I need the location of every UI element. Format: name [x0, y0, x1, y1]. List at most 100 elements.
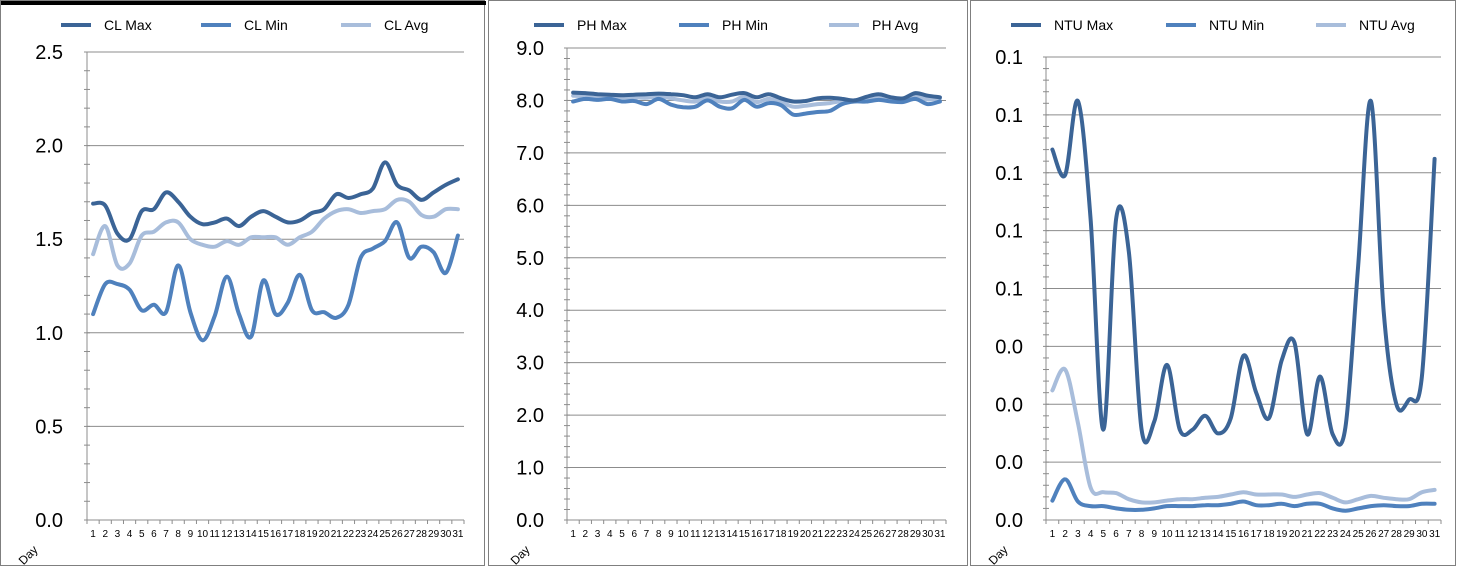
x-tick-label: 13	[233, 529, 245, 540]
x-tick-label: 30	[922, 529, 934, 540]
x-axis-title: Day	[508, 543, 533, 567]
series-line-ph-avg	[571, 93, 942, 109]
x-tick-label: 31	[934, 529, 946, 540]
series-line-cl-min	[91, 220, 460, 343]
x-axis-title: Day	[16, 543, 41, 567]
y-tick-label: 0.0	[995, 510, 1023, 532]
x-tick-label: 7	[1126, 529, 1132, 540]
x-tick-label: 25	[1353, 529, 1365, 540]
x-tick-label: 4	[607, 529, 613, 540]
x-tick-label: 26	[392, 529, 404, 540]
y-tick-label: 0.0	[995, 452, 1023, 474]
y-tick-label: 2.5	[35, 42, 63, 64]
y-tick-label: 7.0	[516, 143, 544, 165]
x-tick-label: 1	[90, 529, 96, 540]
x-tick-label: 12	[221, 529, 233, 540]
y-tick-label: 0.0	[35, 510, 63, 532]
x-tick-label: 9	[188, 529, 194, 540]
x-tick-label: 18	[294, 529, 306, 540]
x-tick-label: 5	[619, 529, 625, 540]
x-tick-label: 24	[849, 529, 861, 540]
x-tick-label: 17	[1251, 529, 1263, 540]
x-tick-label: 12	[1187, 529, 1199, 540]
x-tick-label: 15	[1225, 529, 1237, 540]
y-tick-label: 9.0	[516, 38, 544, 60]
x-tick-label: 7	[644, 529, 650, 540]
series-line-ph-min	[571, 96, 942, 118]
x-tick-label: 12	[702, 529, 714, 540]
x-tick-label: 7	[163, 529, 169, 540]
x-tick-label: 23	[837, 529, 849, 540]
x-tick-label: 5	[1101, 529, 1107, 540]
series-line-cl-avg	[91, 197, 460, 271]
x-tick-label: 18	[1263, 529, 1275, 540]
x-tick-label: 27	[404, 529, 416, 540]
x-tick-label: 20	[1289, 529, 1301, 540]
x-tick-label: 20	[800, 529, 812, 540]
x-tick-label: 18	[775, 529, 787, 540]
y-tick-label: 1.0	[516, 458, 544, 480]
series-line-ph-max	[571, 90, 942, 104]
x-tick-label: 16	[270, 529, 282, 540]
x-tick-label: 11	[209, 529, 220, 540]
legend-label: CL Min	[244, 17, 288, 33]
x-tick-label: 30	[440, 529, 452, 540]
series-line-ntu-min	[1050, 477, 1437, 513]
x-tick-label: 6	[151, 529, 157, 540]
x-tick-label: 20	[319, 529, 331, 540]
y-tick-label: 4.0	[516, 300, 544, 322]
cl-chart-svg: 0.00.51.01.52.02.51 2 3 4 5 6 7 8 9 10 11 12 13 14 15 1…	[16, 17, 465, 567]
y-tick-label: 6.0	[516, 195, 544, 217]
ph-chart-panel: 0.0 1.0 2.0 3.0 4.0 5.0 6.0 7.0 8.0 9.0 1 2 3 4 5 6 7 8 9 1…	[488, 0, 968, 567]
x-tick-label: 13	[714, 529, 726, 540]
x-tick-label: 1	[570, 529, 576, 540]
x-tick-label: 22	[1314, 529, 1326, 540]
x-tick-label: 11	[1175, 529, 1186, 540]
legend-label: NTU Avg	[1359, 17, 1415, 33]
x-tick-label: 2	[583, 529, 589, 540]
y-tick-label: 0.1	[995, 221, 1023, 243]
y-tick-label: 1.5	[35, 229, 63, 251]
x-tick-label: 16	[751, 529, 763, 540]
x-tick-label: 29	[428, 529, 440, 540]
y-tick-label: 0.0	[516, 510, 544, 532]
x-tick-label: 29	[910, 529, 922, 540]
x-tick-label: 19	[1276, 529, 1288, 540]
series-line-ntu-max	[1050, 98, 1437, 447]
x-tick-label: 26	[873, 529, 885, 540]
x-tick-label: 3	[1075, 529, 1081, 540]
legend-label: PH Max	[577, 17, 627, 33]
x-tick-label: 11	[690, 529, 701, 540]
ph-chart-svg: 0.01.02.03.04.05.06.07.08.09.01 2 3 4 5 6 7 8 9 1…	[508, 17, 947, 567]
x-tick-label: 17	[282, 529, 294, 540]
x-tick-label: 6	[1113, 529, 1119, 540]
series-line-cl-max	[91, 160, 460, 243]
x-tick-label: 24	[1340, 529, 1352, 540]
x-tick-label: 9	[668, 529, 674, 540]
x-tick-label: 27	[1378, 529, 1390, 540]
y-tick-label: 0.1	[995, 163, 1023, 185]
x-tick-label: 13	[1200, 529, 1212, 540]
x-tick-label: 4	[127, 529, 133, 540]
x-tick-label: 31	[1429, 529, 1441, 540]
x-tick-label: 6	[631, 529, 637, 540]
cl-chart-panel: 0.0 0.5 1.0 1.5 2.0 2.5 1 2 3 4 5 6 7 8 9 10 11 12 13 14 15 1…	[0, 0, 486, 567]
y-tick-label: 0.1	[995, 105, 1023, 127]
x-tick-label: 23	[1327, 529, 1339, 540]
y-tick-label: 8.0	[516, 90, 544, 112]
x-tick-label: 21	[1302, 529, 1314, 540]
x-tick-label: 8	[656, 529, 662, 540]
x-tick-label: 10	[678, 529, 690, 540]
x-tick-label: 2	[102, 529, 108, 540]
x-tick-label: 8	[1139, 529, 1145, 540]
legend-label: CL Avg	[384, 17, 428, 33]
series-line-ntu-avg	[1050, 366, 1437, 505]
x-tick-label: 9	[1152, 529, 1158, 540]
panel-top-border	[1, 1, 486, 5]
x-tick-label: 28	[1391, 529, 1403, 540]
x-tick-label: 27	[885, 529, 897, 540]
x-tick-label: 19	[306, 529, 318, 540]
x-tick-label: 21	[812, 529, 824, 540]
x-tick-label: 28	[416, 529, 428, 540]
x-tick-label: 14	[1212, 529, 1224, 540]
